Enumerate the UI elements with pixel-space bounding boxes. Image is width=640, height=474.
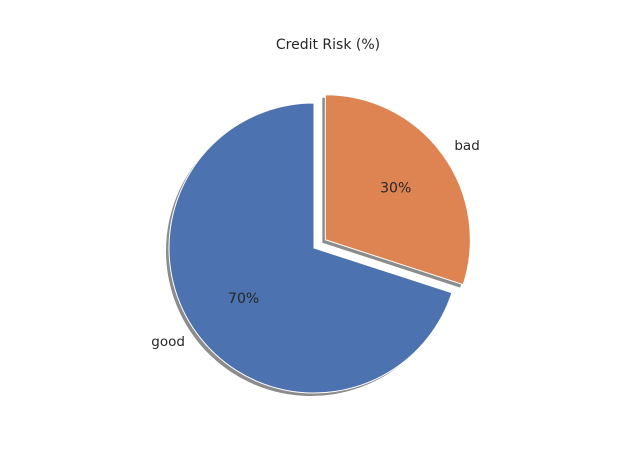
- slice-label-good: good: [151, 334, 185, 350]
- pie-slice-bad: [324, 94, 471, 286]
- pie-slice-good: [168, 102, 453, 394]
- slice-label-bad: bad: [454, 138, 479, 154]
- slice-value-label-good: 70%: [228, 291, 259, 307]
- chart-title: Credit Risk (%): [276, 37, 380, 53]
- pie-label-layer: good 70% bad 30%: [151, 138, 479, 350]
- slice-value-label-bad: 30%: [380, 181, 411, 197]
- pie-slice-layer: [168, 94, 471, 394]
